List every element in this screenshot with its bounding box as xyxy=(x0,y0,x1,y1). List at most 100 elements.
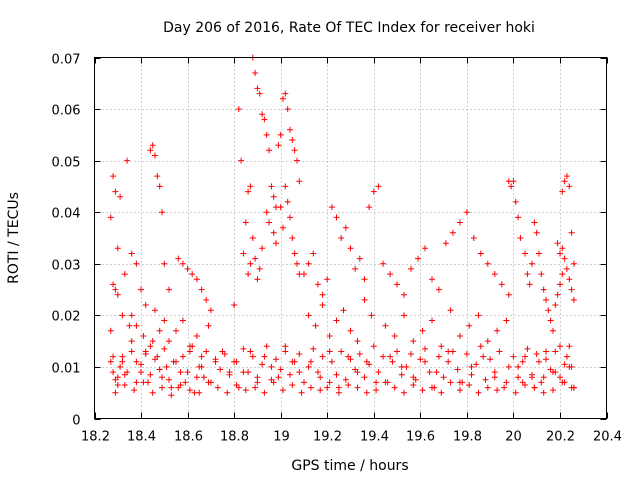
data-point xyxy=(387,353,394,360)
data-point xyxy=(429,276,435,283)
data-point xyxy=(363,389,370,396)
data-point xyxy=(266,219,272,226)
data-point xyxy=(140,379,147,386)
data-point xyxy=(154,173,161,180)
data-point xyxy=(373,379,380,386)
data-point xyxy=(114,245,121,252)
data-point xyxy=(529,371,535,378)
data-point xyxy=(566,276,573,283)
data-point xyxy=(245,369,252,376)
data-point xyxy=(126,322,133,329)
chart-title: Day 206 of 2016, Rate Of TEC Index for r… xyxy=(163,20,535,36)
data-point xyxy=(540,374,547,381)
data-point xyxy=(240,250,247,257)
data-point xyxy=(282,343,289,350)
data-point xyxy=(298,389,305,396)
data-point xyxy=(170,358,177,365)
data-point xyxy=(557,343,563,350)
data-point xyxy=(282,348,289,355)
data-point xyxy=(138,361,144,368)
data-point xyxy=(221,351,228,357)
data-point xyxy=(203,348,210,355)
data-point xyxy=(508,183,515,190)
data-point xyxy=(440,374,447,381)
data-point xyxy=(540,286,547,293)
data-point xyxy=(538,271,545,278)
data-point xyxy=(503,379,510,386)
data-point xyxy=(247,260,254,267)
data-point xyxy=(491,369,498,376)
data-point xyxy=(445,358,452,365)
data-point xyxy=(484,338,491,345)
data-point xyxy=(205,322,212,329)
data-points xyxy=(107,54,577,399)
data-point xyxy=(356,351,363,357)
data-point xyxy=(177,382,184,388)
data-point xyxy=(280,387,286,394)
data-point xyxy=(273,356,279,363)
data-point xyxy=(566,343,573,350)
data-point xyxy=(503,317,510,324)
data-point xyxy=(140,333,147,339)
data-point xyxy=(149,338,156,345)
data-point xyxy=(268,363,275,370)
data-point xyxy=(375,183,382,190)
data-point xyxy=(361,374,368,381)
data-point xyxy=(347,245,354,252)
data-point xyxy=(477,343,484,350)
data-point xyxy=(387,271,394,278)
data-point xyxy=(189,271,196,278)
data-point xyxy=(182,379,189,386)
data-point xyxy=(289,382,296,388)
data-point xyxy=(249,235,256,241)
data-point xyxy=(186,387,193,394)
data-point xyxy=(435,286,442,293)
data-point xyxy=(335,384,342,391)
data-point xyxy=(370,343,377,350)
data-point xyxy=(545,307,552,314)
data-point xyxy=(245,188,252,195)
data-point xyxy=(524,345,531,352)
data-point xyxy=(138,369,144,376)
data-point xyxy=(494,327,501,334)
data-point xyxy=(224,389,231,396)
data-point xyxy=(522,250,528,257)
data-point xyxy=(287,371,293,378)
data-point xyxy=(522,353,528,360)
data-point xyxy=(361,296,368,303)
data-point xyxy=(119,353,126,360)
data-point xyxy=(110,353,117,360)
data-point xyxy=(310,250,317,257)
data-point xyxy=(526,281,533,288)
data-point xyxy=(538,379,545,386)
data-point xyxy=(196,389,203,396)
data-point xyxy=(519,358,526,365)
data-point xyxy=(470,235,477,241)
data-point xyxy=(342,376,349,383)
data-point xyxy=(161,260,168,267)
data-point xyxy=(408,265,414,272)
data-point xyxy=(324,384,331,391)
data-point xyxy=(138,286,144,293)
data-point xyxy=(543,348,549,355)
data-point xyxy=(259,111,266,118)
data-point xyxy=(463,209,470,216)
data-point xyxy=(254,379,261,386)
data-point xyxy=(570,296,577,303)
data-point xyxy=(231,358,238,365)
data-point xyxy=(484,384,491,391)
data-point xyxy=(456,387,463,394)
data-point xyxy=(512,389,519,396)
data-point xyxy=(166,338,172,345)
data-point xyxy=(522,382,528,388)
data-point xyxy=(207,307,214,314)
data-point xyxy=(226,371,233,378)
y-tick-label: 0.01 xyxy=(52,362,81,377)
data-point xyxy=(121,271,128,278)
data-point xyxy=(280,224,286,231)
data-point xyxy=(484,260,491,267)
data-point xyxy=(468,363,475,370)
data-point xyxy=(429,384,435,391)
data-point xyxy=(536,250,542,257)
data-point xyxy=(275,374,282,381)
